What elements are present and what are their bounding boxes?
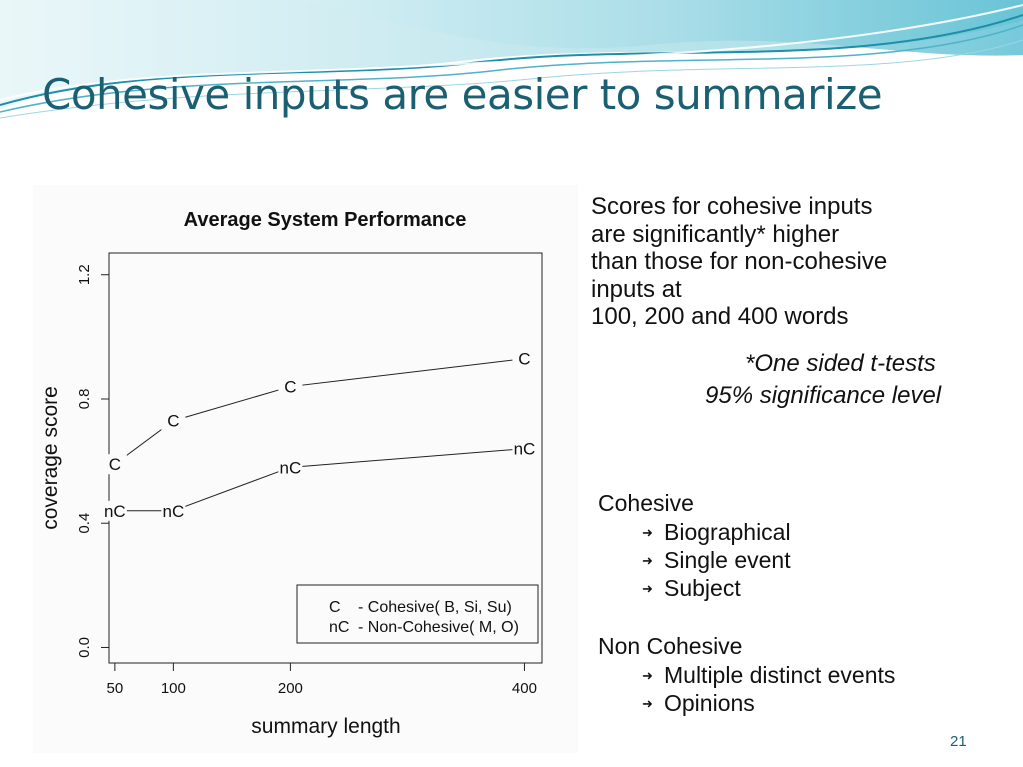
footnote-t-tests: *One sided t-tests — [745, 350, 936, 377]
footnote-significance: 95% significance level — [705, 382, 942, 409]
legend-text-cohesive: - Cohesive( B, Si, Su) — [358, 599, 512, 616]
list-item-label: Biographical — [664, 519, 791, 545]
data-point-marker: nC — [514, 440, 536, 459]
x-tick-label: 400 — [512, 680, 537, 697]
data-point-marker: nC — [104, 502, 126, 521]
y-tick-label: 0.4 — [76, 513, 93, 534]
legend-box — [296, 584, 539, 644]
list-item: ➜ Subject — [642, 575, 741, 602]
line-chart: Average System Performance 50 100 200 400 0… — [39, 209, 543, 738]
findings-line: than those for non-cohesive — [591, 248, 888, 275]
header-wave-decoration — [0, 0, 1023, 119]
x-tick-label: 100 — [161, 680, 186, 697]
series-line-non-cohesive — [114, 448, 525, 512]
x-tick-label: 50 — [107, 680, 124, 697]
arrow-right-icon: ➜ — [642, 667, 653, 683]
findings-line: Scores for cohesive inputs — [591, 193, 873, 220]
data-point-marker: C — [284, 378, 296, 397]
chart-legend: C - Cohesive( B, Si, Su) nC - Non-Cohesi… — [296, 584, 539, 644]
list-item-label: Subject — [664, 575, 741, 601]
y-tick-label: 0.8 — [76, 389, 93, 410]
marker-background — [161, 410, 186, 431]
legend-text-non-cohesive: - Non-Cohesive( M, O) — [358, 619, 519, 636]
list-item-label: Opinions — [664, 690, 755, 716]
y-tick-label: 1.2 — [76, 264, 93, 285]
slide-title: Cohesive inputs are easier to summarize — [42, 70, 883, 119]
list-item: ➜ Multiple distinct events — [642, 662, 895, 689]
page-number: 21 — [950, 733, 967, 750]
list-item: ➜ Single event — [642, 547, 791, 574]
data-point-marker: nC — [162, 502, 184, 521]
marker-background — [278, 457, 303, 478]
findings-line: inputs at — [591, 275, 682, 303]
marker-background — [278, 376, 303, 397]
list-item: ➜ Opinions — [642, 690, 755, 717]
arrow-right-icon: ➜ — [642, 580, 653, 596]
x-axis-label: summary length — [251, 715, 400, 738]
arrow-right-icon: ➜ — [642, 524, 653, 540]
x-tick-label: 200 — [278, 680, 303, 697]
chart-panel: Average System Performance 50 100 200 400 0… — [33, 185, 578, 753]
data-point-marker: C — [518, 350, 530, 369]
category-cohesive-heading: Cohesive — [598, 490, 694, 516]
list-item-label: Multiple distinct events — [664, 662, 896, 688]
marker-background — [161, 500, 186, 521]
marker-background — [102, 500, 127, 521]
marker-background — [512, 348, 537, 369]
arrow-right-icon: ➜ — [642, 695, 653, 711]
data-point-marker: C — [167, 412, 179, 431]
legend-marker-cohesive: C — [329, 599, 341, 616]
findings-line: are significantly* higher — [591, 220, 840, 248]
marker-background — [512, 438, 537, 459]
list-item-label: Single event — [664, 547, 791, 573]
arrow-right-icon: ➜ — [642, 552, 653, 568]
series-line-cohesive — [114, 358, 525, 465]
y-tick-label: 0.0 — [76, 637, 93, 658]
category-non-cohesive-heading: Non Cohesive — [598, 633, 743, 659]
findings-text: Scores for cohesive inputs are significa… — [591, 193, 1011, 331]
list-item: ➜ Biographical — [642, 519, 791, 546]
marker-background — [102, 454, 127, 475]
legend-marker-non-cohesive: nC — [329, 619, 349, 636]
findings-line: 100, 200 and 400 words — [591, 303, 849, 330]
chart-title: Average System Performance — [184, 209, 467, 231]
data-point-marker: nC — [280, 458, 302, 477]
y-axis-label: coverage score — [39, 386, 62, 530]
data-point-marker: C — [109, 455, 121, 474]
